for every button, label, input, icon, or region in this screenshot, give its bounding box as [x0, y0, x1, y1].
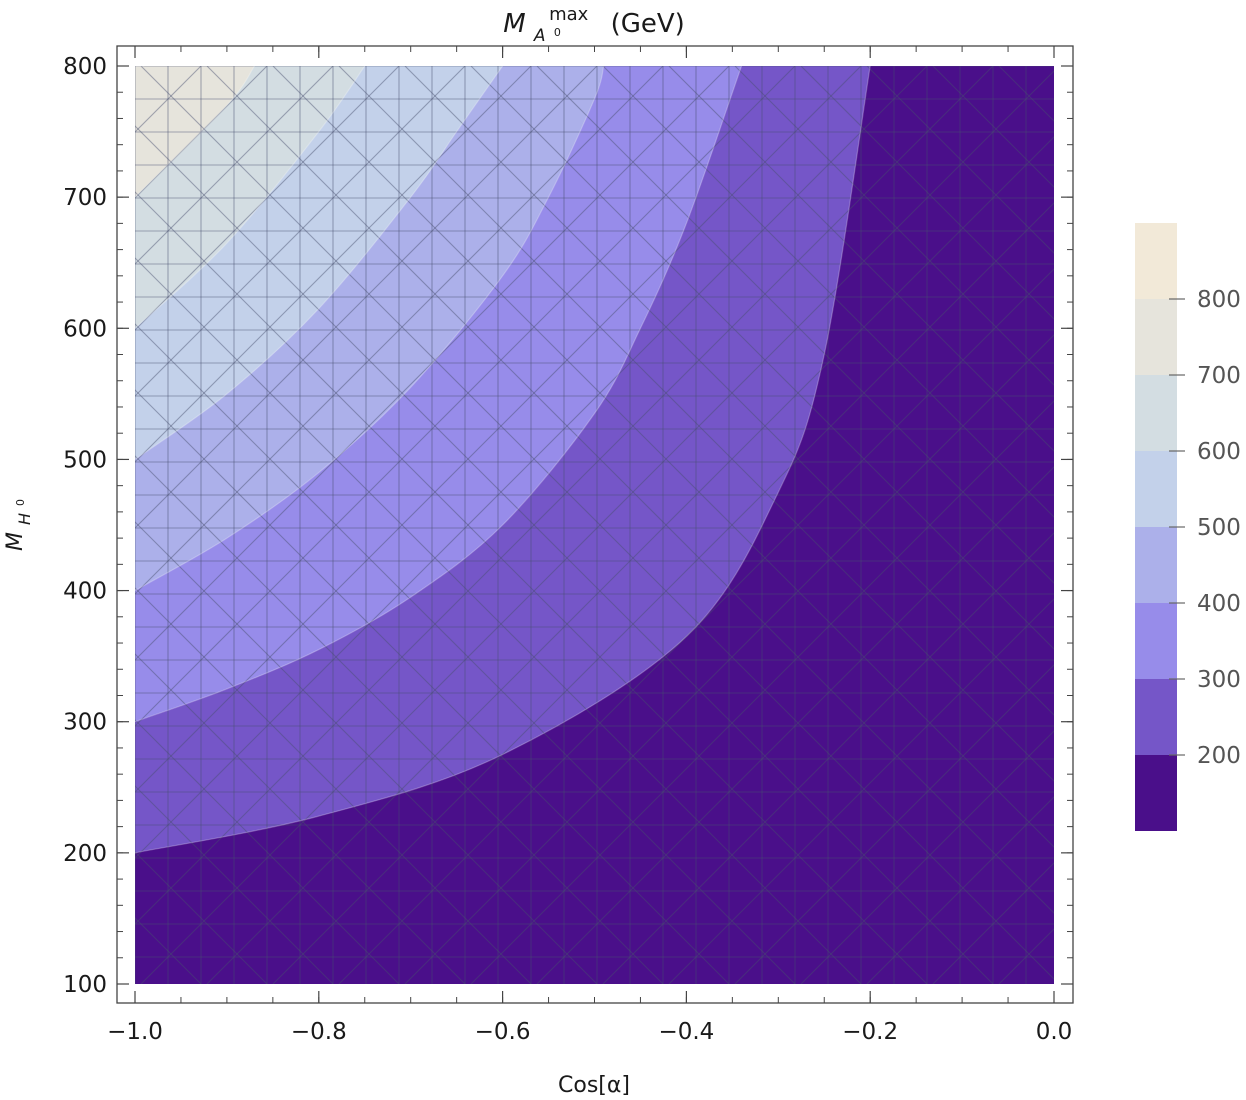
colorbar-swatch-800 [1135, 223, 1177, 299]
y-tick-label: 300 [63, 710, 107, 736]
x-tick-label: −0.6 [475, 1019, 531, 1045]
colorbar-swatch-400 [1135, 527, 1177, 603]
contour-line-300 [135, 66, 743, 723]
x-tick-label: −0.2 [842, 1019, 898, 1045]
colorbar-tick-label: 600 [1197, 439, 1241, 465]
x-axis-title: Cos[α] [558, 1073, 630, 1098]
title-symbol: M [503, 9, 525, 39]
x-tick-label: −0.4 [658, 1019, 714, 1045]
colorbar-swatch-500 [1135, 451, 1177, 527]
band-800-900 [133, 64, 144, 66]
chart-title: M A 0 max (GeV) [503, 0, 685, 48]
ylabel-subscript: H [15, 513, 34, 525]
contour-line-600 [135, 66, 366, 329]
x-tick-label: 0.0 [1036, 1019, 1073, 1045]
y-tick-label: 200 [63, 841, 107, 867]
y-axis: 100 200 300 400 500 600 700 800 [63, 54, 1073, 998]
mesh-overlay [135, 66, 1054, 984]
colorbar-swatch-100 [1135, 755, 1177, 831]
colorbar: 200 300 400 500 600 700 800 [1135, 223, 1241, 831]
colorbar-swatch-300 [1135, 603, 1177, 679]
plot-area [133, 64, 1054, 984]
x-tick-label: −0.8 [291, 1019, 347, 1045]
y-tick-label: 400 [63, 579, 107, 605]
colorbar-swatch-600 [1135, 375, 1177, 451]
contour-line-400 [135, 66, 605, 592]
band-700-800 [135, 66, 255, 198]
contour-line-200 [135, 66, 871, 854]
colorbar-tick-label: 800 [1197, 287, 1241, 313]
ylabel-subscript-sup: 0 [14, 499, 27, 506]
y-tick-label: 500 [63, 447, 107, 473]
colorbar-tick-label: 700 [1197, 363, 1241, 389]
contour-bands [133, 64, 1054, 984]
colorbar-tick-label: 200 [1197, 743, 1241, 769]
contour-line-700 [135, 66, 255, 198]
y-axis-title: M H 0 [3, 499, 36, 551]
y-tick-label: 800 [63, 54, 107, 80]
y-tick-label: 700 [63, 185, 107, 211]
title-superscript: max [549, 4, 589, 25]
colorbar-tick-label: 500 [1197, 515, 1241, 541]
y-tick-label: 600 [63, 316, 107, 342]
title-subscript: A [533, 26, 546, 46]
colorbar-tick-label: 400 [1197, 591, 1241, 617]
colorbar-swatch-200 [1135, 679, 1177, 755]
colorbar-tick-label: 300 [1197, 667, 1241, 693]
x-tick-label: −1.0 [107, 1019, 163, 1045]
title-subscript-sup: 0 [554, 26, 561, 39]
contour-line-500 [135, 66, 504, 460]
ylabel-symbol: M [3, 532, 28, 551]
x-axis: −1.0 −0.8 −0.6 −0.4 −0.2 0.0 [107, 46, 1072, 1045]
title-units: (GeV) [611, 9, 685, 39]
y-tick-label: 100 [63, 972, 107, 998]
contour-lines [135, 66, 871, 854]
colorbar-swatch-700 [1135, 299, 1177, 375]
